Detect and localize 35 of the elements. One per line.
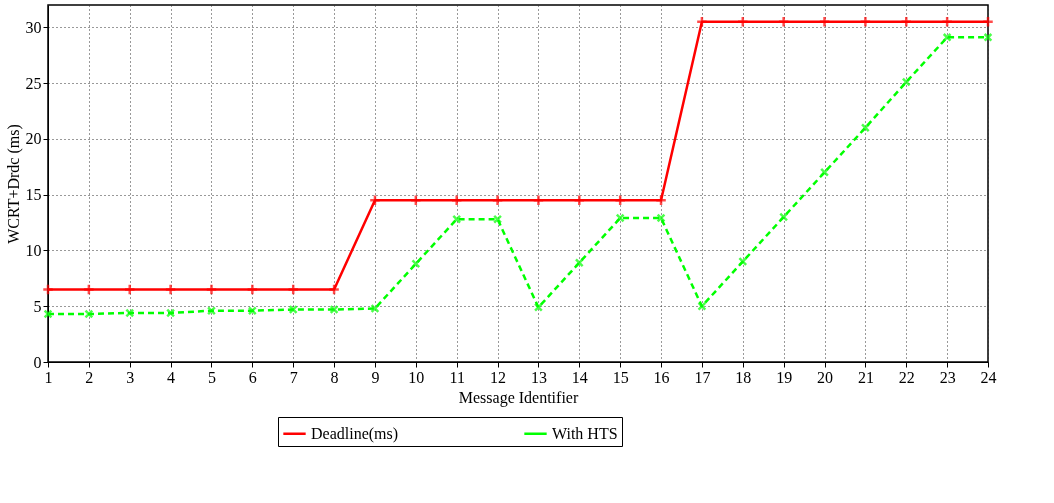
y-tick-label: 30: [25, 18, 42, 36]
x-tick-label: 3: [126, 368, 135, 386]
x-tick-label: 2: [85, 368, 94, 386]
x-tick-label: 12: [490, 368, 507, 386]
x-tick-label: 6: [248, 368, 257, 386]
x-tick-label: 19: [776, 368, 793, 386]
x-tick-label: 11: [449, 368, 465, 386]
x-tick-label: 7: [289, 368, 298, 386]
x-tick-label: 23: [939, 368, 956, 386]
x-tick-label: 21: [857, 368, 874, 386]
y-tick-label: 25: [25, 74, 42, 92]
x-tick-label: 15: [612, 368, 629, 386]
y-tick-label: 10: [25, 241, 42, 259]
x-tick-label: 4: [167, 368, 176, 386]
x-tick-label: 10: [408, 368, 425, 386]
x-axis-title: Message Identifier: [458, 388, 579, 407]
y-tick-label: 15: [25, 186, 42, 204]
x-tick-label: 13: [530, 368, 547, 386]
x-tick-label: 24: [980, 368, 997, 386]
x-tick-label: 20: [817, 368, 834, 386]
x-tick-label: 17: [694, 368, 711, 386]
legend-label: Deadline(ms): [311, 424, 399, 443]
legend-label: With HTS: [552, 424, 618, 442]
x-tick-label: 18: [735, 368, 752, 386]
y-axis-title: WCRT+Drdc (ms): [4, 124, 23, 244]
y-tick-label: 5: [33, 297, 42, 315]
x-tick-label: 9: [371, 368, 380, 386]
x-tick-label: 14: [571, 368, 588, 386]
x-tick-label: 8: [330, 368, 339, 386]
y-tick-label: 0: [33, 353, 42, 371]
x-tick-label: 1: [44, 368, 53, 386]
y-tick-label: 20: [25, 130, 42, 148]
x-tick-label: 22: [898, 368, 915, 386]
x-tick-label: 16: [653, 368, 670, 386]
x-tick-label: 5: [207, 368, 216, 386]
